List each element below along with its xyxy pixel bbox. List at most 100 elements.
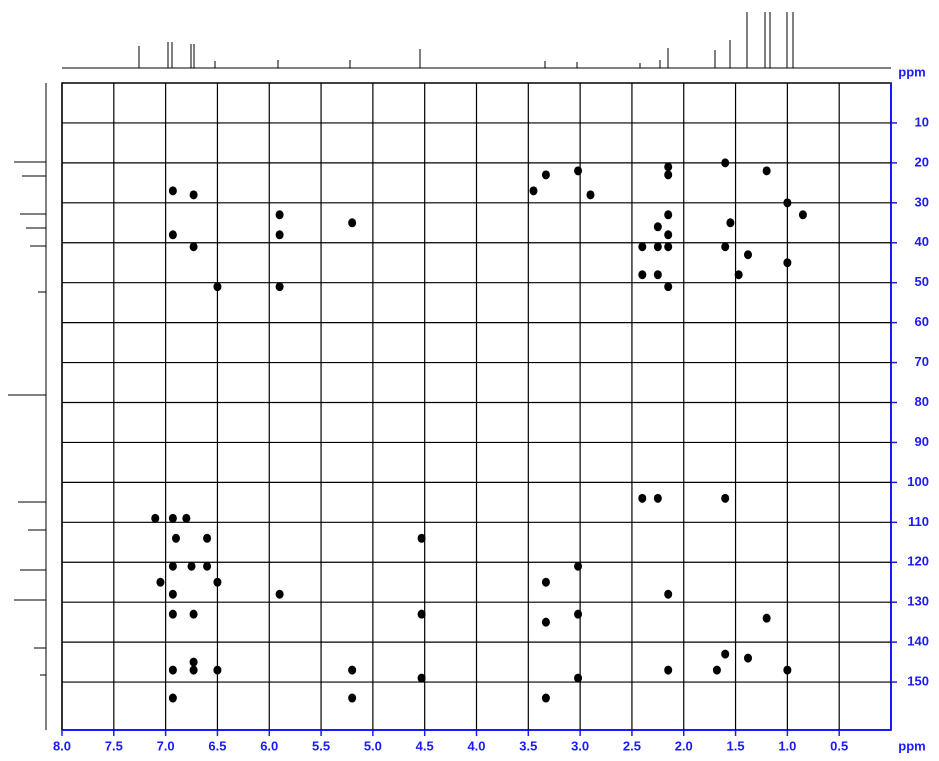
cross-peak — [168, 665, 177, 675]
cross-peak — [182, 513, 191, 523]
cross-peak — [638, 270, 647, 280]
x-tick-label: 7.0 — [157, 738, 175, 753]
cross-peak — [664, 162, 673, 172]
cross-peak — [275, 230, 284, 240]
y-tick-label: 120 — [907, 554, 929, 569]
cross-peak — [653, 242, 662, 252]
top-projection — [62, 12, 891, 69]
cross-peak — [574, 561, 583, 571]
y-tick-label: 110 — [908, 514, 929, 529]
y-tick-label: 10 — [915, 114, 929, 129]
cross-peak — [189, 609, 198, 619]
cross-peak — [189, 242, 198, 252]
cross-peak — [664, 589, 673, 599]
y-tick-label: 20 — [915, 154, 929, 169]
cross-peak — [348, 693, 357, 703]
x-tick-label: 5.5 — [312, 738, 330, 753]
cross-peak — [168, 589, 177, 599]
cross-peak — [664, 170, 673, 180]
cross-peak — [275, 282, 284, 292]
cross-peak — [168, 186, 177, 196]
y-tick-label: 140 — [907, 634, 929, 649]
y-tick-label: 50 — [915, 274, 929, 289]
cross-peak — [189, 190, 198, 200]
cross-peak — [734, 270, 743, 280]
cross-peak — [168, 693, 177, 703]
x-tick-label: 4.5 — [416, 738, 434, 753]
cross-peak — [664, 665, 673, 675]
y-tick-label: 150 — [907, 674, 929, 689]
cross-peak — [574, 673, 583, 683]
x-tick-label: 1.5 — [727, 738, 745, 753]
y-tick-label: 60 — [915, 314, 929, 329]
cross-peak — [189, 657, 198, 667]
cross-peak — [275, 210, 284, 220]
cross-peak — [574, 609, 583, 619]
y-axis-label: ppm — [898, 64, 925, 79]
x-tick-label: 8.0 — [53, 738, 71, 753]
x-tick-label: 5.0 — [364, 738, 382, 753]
cross-peak — [187, 561, 196, 571]
x-tick-label: 4.0 — [467, 738, 485, 753]
y-tick-label: 70 — [915, 354, 929, 369]
cross-peak — [348, 665, 357, 675]
y-tick-label: 100 — [907, 474, 929, 489]
cross-peak — [574, 166, 583, 176]
cross-peak — [712, 665, 721, 675]
cross-peak — [417, 533, 426, 543]
cross-peak — [168, 561, 177, 571]
cross-peak — [653, 222, 662, 232]
x-tick-label: 3.0 — [571, 738, 589, 753]
cross-peak — [586, 190, 595, 200]
y-tick-label: 40 — [915, 234, 929, 249]
cross-peak — [783, 198, 792, 208]
cross-peak — [638, 242, 647, 252]
cross-peak — [168, 609, 177, 619]
cross-peak — [171, 533, 180, 543]
cross-peak — [213, 577, 222, 587]
cross-peak — [762, 166, 771, 176]
cross-peak — [783, 665, 792, 675]
y-tick-label: 80 — [915, 394, 929, 409]
cross-peak — [664, 210, 673, 220]
cross-peak — [203, 561, 212, 571]
cross-peak — [721, 649, 730, 659]
x-tick-label: 6.0 — [260, 738, 278, 753]
cross-peak — [638, 493, 647, 503]
cross-peak — [653, 493, 662, 503]
cross-peak — [743, 653, 752, 663]
x-tick-label: 2.0 — [675, 738, 693, 753]
y-tick-label: 130 — [907, 594, 929, 609]
x-tick-label: 1.0 — [778, 738, 796, 753]
cross-peak — [541, 617, 550, 627]
x-tick-label: 6.5 — [208, 738, 226, 753]
cross-peak — [203, 533, 212, 543]
cross-peak — [348, 218, 357, 228]
cross-peak — [151, 513, 160, 523]
cross-peak — [743, 250, 752, 260]
x-tick-label: 2.5 — [623, 738, 641, 753]
cross-peak — [541, 170, 550, 180]
cross-peak — [541, 577, 550, 587]
x-axis-label: ppm — [898, 738, 925, 753]
cross-peak — [189, 665, 198, 675]
cross-peak — [721, 242, 730, 252]
x-tick-label: 0.5 — [830, 738, 848, 753]
cross-peak — [721, 158, 730, 168]
cross-peak — [783, 258, 792, 268]
cross-peak — [213, 665, 222, 675]
cross-peak — [275, 589, 284, 599]
cross-peak — [664, 282, 673, 292]
x-tick-label: 7.5 — [105, 738, 123, 753]
y-tick-label: 90 — [915, 434, 929, 449]
cross-peak — [417, 609, 426, 619]
cross-peak — [168, 513, 177, 523]
cross-peak — [541, 693, 550, 703]
cross-peak — [417, 673, 426, 683]
cross-peak — [529, 186, 538, 196]
left-projection — [8, 83, 47, 730]
x-tick-label: 3.5 — [519, 738, 537, 753]
cross-peak — [762, 613, 771, 623]
cross-peak — [721, 493, 730, 503]
